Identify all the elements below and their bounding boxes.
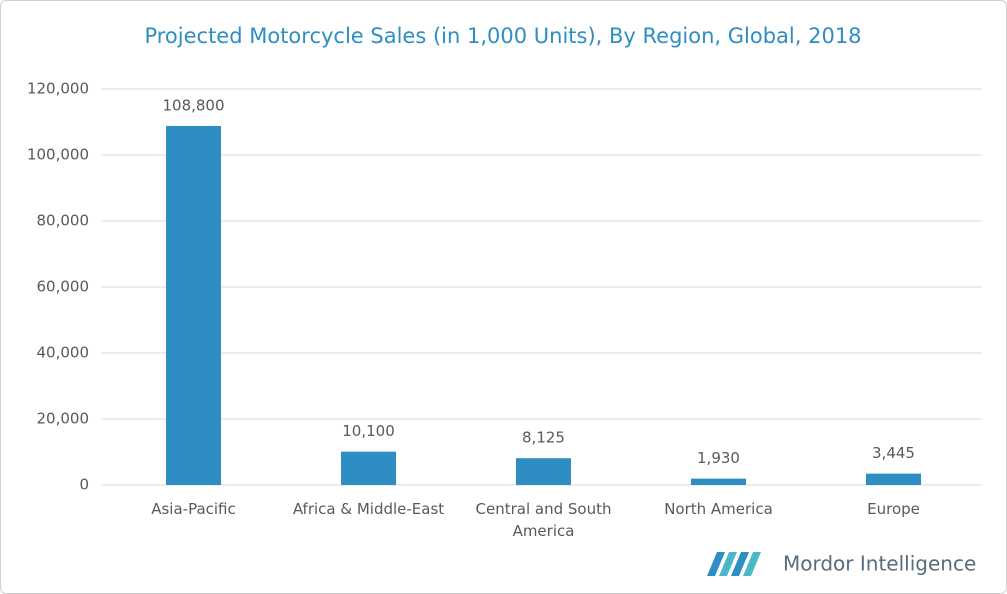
value-label: 108,800 bbox=[162, 96, 224, 114]
value-label: 8,125 bbox=[522, 429, 565, 447]
y-tick-label: 80,000 bbox=[37, 212, 90, 230]
chart-title: Projected Motorcycle Sales (in 1,000 Uni… bbox=[144, 24, 861, 48]
bar bbox=[866, 473, 921, 485]
x-tick-label: North America bbox=[664, 500, 773, 518]
y-tick-label: 20,000 bbox=[37, 410, 90, 428]
bar bbox=[516, 458, 571, 485]
logo-text: Mordor Intelligence bbox=[783, 552, 976, 576]
y-tick-label: 120,000 bbox=[27, 80, 89, 98]
value-label: 10,100 bbox=[342, 422, 395, 440]
logo-icon bbox=[707, 552, 761, 576]
value-label: 3,445 bbox=[872, 444, 915, 462]
value-label: 1,930 bbox=[697, 449, 740, 467]
y-tick-label: 40,000 bbox=[37, 344, 90, 362]
x-tick-label: Central and South America bbox=[475, 500, 612, 540]
x-tick-label: Asia-Pacific bbox=[151, 500, 236, 518]
bar bbox=[166, 125, 221, 486]
bar bbox=[691, 478, 746, 485]
x-tick-label: Africa & Middle-East bbox=[292, 500, 445, 518]
x-tick-label: Europe bbox=[867, 500, 920, 518]
bar bbox=[341, 451, 396, 485]
y-tick-label: 60,000 bbox=[37, 278, 90, 296]
y-tick-label: 0 bbox=[79, 476, 89, 494]
y-tick-label: 100,000 bbox=[27, 146, 89, 164]
